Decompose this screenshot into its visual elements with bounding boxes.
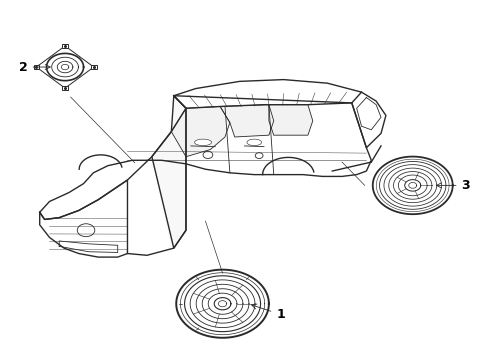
Polygon shape [152, 96, 185, 248]
Text: 1: 1 [251, 304, 285, 321]
Text: 3: 3 [435, 179, 469, 192]
Text: 2: 2 [19, 60, 50, 73]
FancyBboxPatch shape [62, 44, 68, 48]
Polygon shape [268, 105, 312, 135]
Ellipse shape [246, 139, 261, 145]
FancyBboxPatch shape [91, 65, 96, 69]
FancyBboxPatch shape [62, 86, 68, 90]
Ellipse shape [194, 139, 211, 145]
Polygon shape [220, 105, 273, 137]
Polygon shape [171, 107, 229, 157]
FancyBboxPatch shape [34, 65, 39, 69]
